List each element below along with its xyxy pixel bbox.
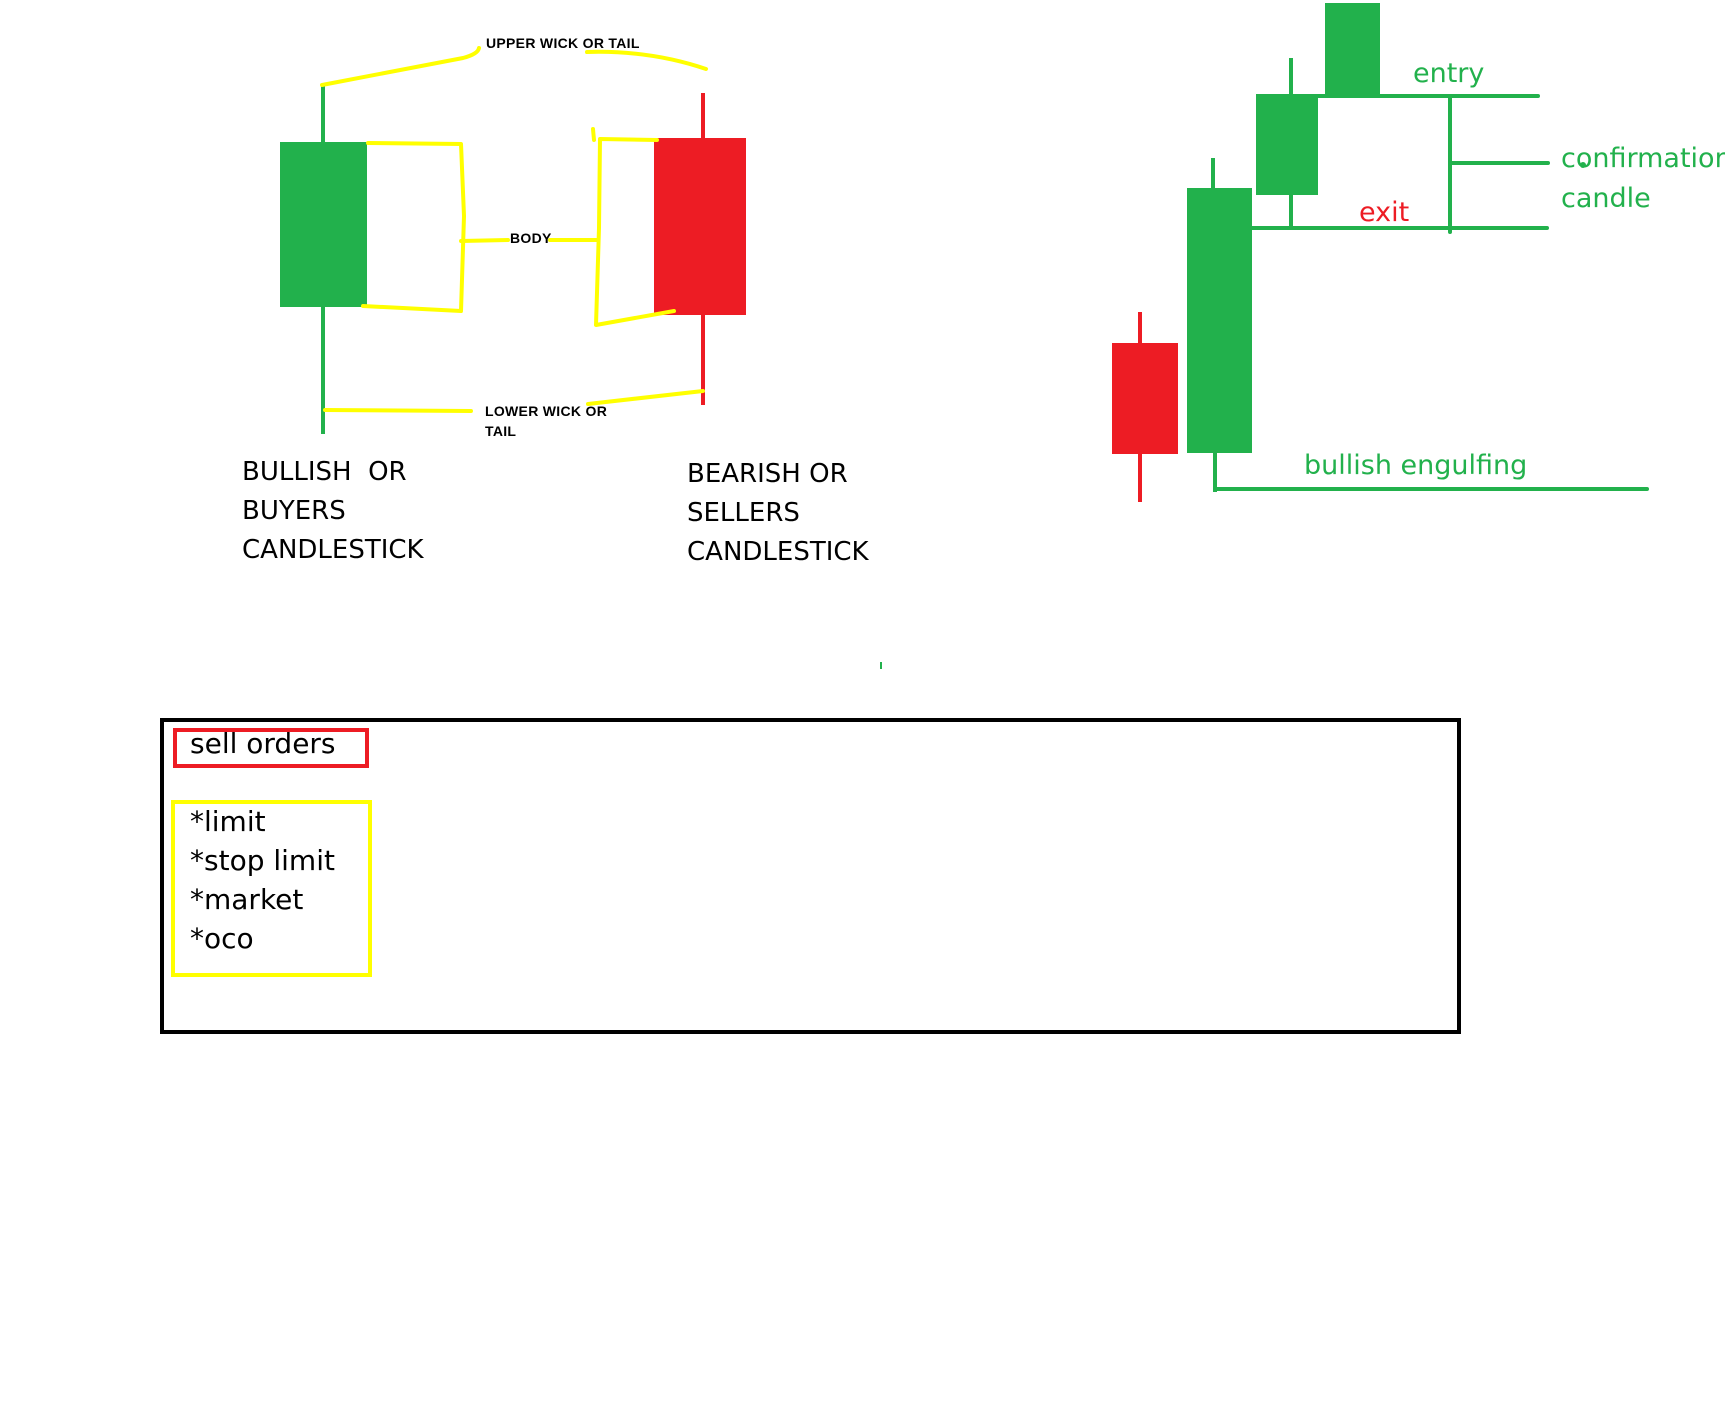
- bullish-body: [280, 142, 367, 307]
- upper-wick-label: UPPER WICK OR TAIL: [486, 35, 640, 51]
- stray-marks: [880, 162, 1586, 669]
- confirmation-label-line2: candle: [1561, 183, 1651, 214]
- body-bracket-right: [594, 137, 676, 327]
- engulfing-pattern: [1112, 3, 1649, 502]
- sell-orders-title: sell orders: [190, 727, 336, 760]
- sell-order-item: *stop limit: [190, 844, 335, 877]
- bullish-candle: [280, 86, 367, 434]
- sell-orders-list: *limit *stop limit *market *oco: [190, 802, 335, 958]
- body-bracket-left: [361, 141, 466, 313]
- bearish-caption-line1: BEARISH OR: [687, 459, 848, 489]
- lower-wick-pointer-right: [586, 389, 705, 406]
- stray-dot: [1580, 162, 1586, 168]
- bearish-candle: [654, 93, 746, 405]
- upper-wick-pointer-left: [320, 46, 481, 87]
- engulfing-label: bullish engulfing: [1304, 450, 1528, 481]
- body-label: BODY: [510, 230, 552, 246]
- pattern-bear-body: [1112, 343, 1178, 454]
- lower-wick-pointer-left: [323, 408, 473, 413]
- upper-wick-pointer-right: [585, 49, 708, 71]
- pattern-level-lines: [1213, 94, 1649, 491]
- bearish-caption: BEARISH OR SELLERS CANDLESTICK: [687, 455, 869, 572]
- sell-orders-panel-border: [160, 718, 1461, 1034]
- confirmation-label-line1: confirmation: [1561, 143, 1725, 174]
- sell-orders-panel: [160, 718, 1461, 1034]
- pattern-next-body: [1325, 3, 1380, 96]
- sell-order-item: *oco: [190, 922, 254, 955]
- bullish-caption-line2: BUYERS: [242, 496, 346, 526]
- anatomy-annotation-lines: [320, 46, 708, 413]
- bearish-caption-line2: SELLERS: [687, 498, 800, 528]
- bullish-caption: BULLISH OR BUYERS CANDLESTICK: [242, 453, 424, 570]
- bullish-caption-line3: CANDLESTICK: [242, 535, 424, 565]
- bearish-body: [654, 138, 746, 315]
- sell-orders-list-box: [171, 800, 372, 977]
- lower-wick-label-line2: TAIL: [485, 423, 517, 439]
- sell-orders-title-box: [173, 728, 369, 768]
- sell-order-item: *market: [190, 883, 304, 916]
- body-bracket-right-tick: [591, 127, 596, 142]
- bearish-caption-line3: CANDLESTICK: [687, 537, 869, 567]
- exit-label: exit: [1359, 197, 1410, 228]
- pattern-confirm-body: [1256, 94, 1318, 195]
- pattern-engulf-body: [1187, 188, 1252, 453]
- bullish-caption-line1: BULLISH OR: [242, 457, 407, 487]
- sell-order-item: *limit: [190, 805, 266, 838]
- body-pointer-left: [459, 238, 510, 243]
- lower-wick-label-line1: LOWER WICK OR: [485, 403, 608, 419]
- entry-label: entry: [1413, 58, 1485, 89]
